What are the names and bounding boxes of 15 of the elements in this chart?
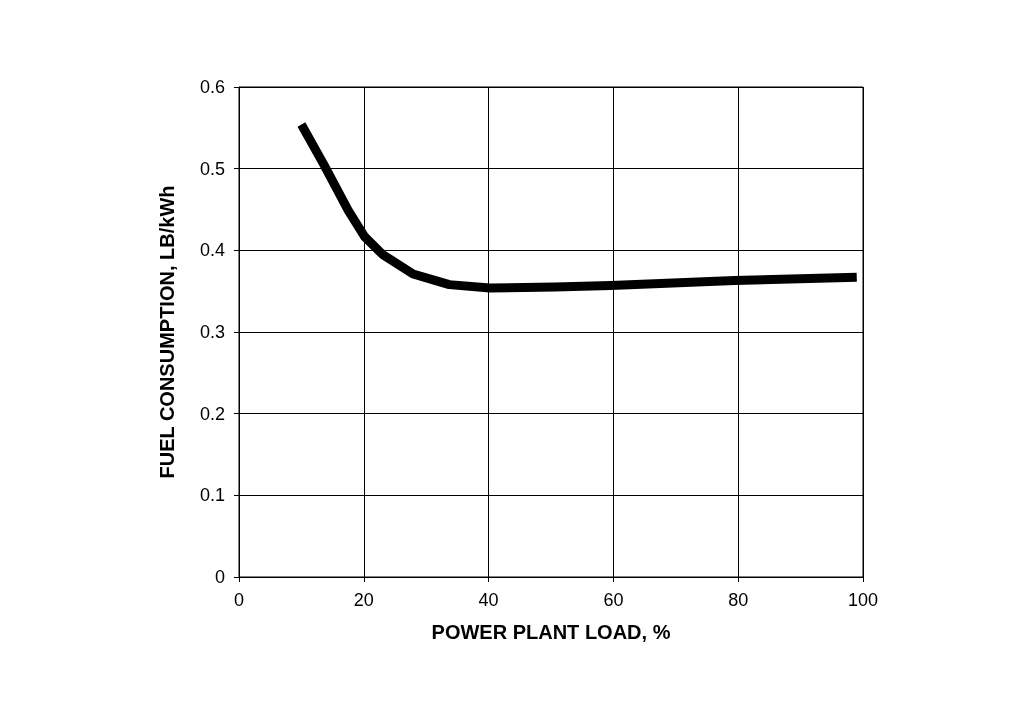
- y-tick-label: 0.3: [199, 322, 225, 342]
- y-tick-label: 0.4: [199, 240, 225, 261]
- x-tick-label: 80: [728, 590, 749, 610]
- x-tick-label: 100: [847, 590, 879, 610]
- y-tick-label: 0.6: [199, 77, 225, 97]
- y-tick-label: 0: [214, 567, 225, 587]
- x-tick-label: 60: [603, 590, 624, 610]
- x-axis-title: POWER PLANT LOAD, %: [431, 621, 671, 643]
- y-tick-label: 0.5: [199, 158, 225, 179]
- x-tick-label: 20: [353, 590, 374, 610]
- x-tick-label: 0: [233, 590, 245, 610]
- y-tick-label: 0.1: [199, 485, 225, 506]
- y-axis-title: FUEL CONSUMPTION, LB/kWh: [156, 185, 178, 479]
- x-tick-label: 40: [478, 590, 499, 610]
- y-tick-label: 0.2: [199, 403, 225, 424]
